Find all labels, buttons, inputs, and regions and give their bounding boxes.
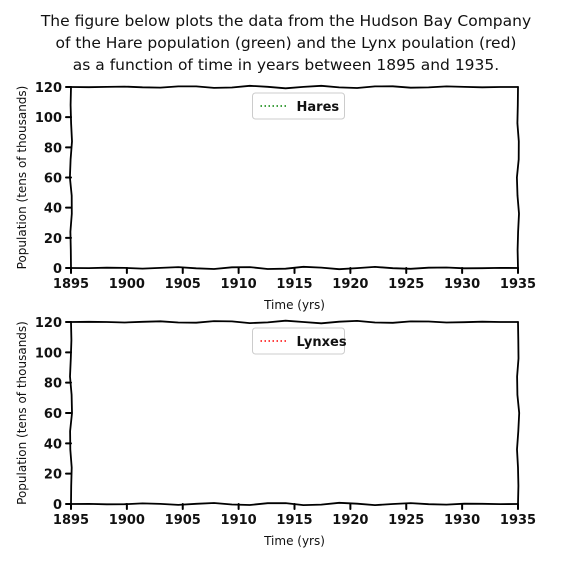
x-tick-label: 1930 [444,277,480,292]
x-tick-label: 1925 [388,513,424,528]
x-tick-label: 1905 [165,277,201,292]
x-tick-label: 1905 [165,513,201,528]
title-line-2: of the Hare population (green) and the L… [56,34,517,52]
legend: Hares [252,92,345,120]
y-tick-label: 100 [35,346,62,361]
y-tick-label: 80 [44,141,62,156]
title-line-3: as a function of time in years between 1… [73,56,499,74]
lynxes-chart: 1895 1900 1905 1910 1915 1920 1925 1930 1935 0 20 4… [15,316,536,548]
frame-right [516,321,521,505]
x-axis-label: Time (yrs) [263,534,325,548]
figure-title: The figure below plots the data from the… [40,12,531,74]
x-tick-label: 1935 [500,277,536,292]
legend-box [252,327,345,355]
x-tick-label: 1920 [332,277,368,292]
y-tick-label: 120 [35,81,62,96]
legend-label: Hares [297,100,340,115]
x-tick-label: 1920 [332,513,368,528]
y-tick-label: 120 [35,316,62,331]
y-tick-label: 60 [44,407,62,422]
y-tick-label: 20 [44,232,62,247]
x-tick-label: 1925 [388,277,424,292]
y-axis-label: Population (tens of thousands) [15,321,29,505]
title-line-1: The figure below plots the data from the… [40,12,531,30]
x-tick-label: 1895 [53,277,89,292]
frame-top [70,319,519,325]
y-tick-label: 0 [53,262,62,277]
y-tick-label: 20 [44,468,62,483]
x-tick-label: 1895 [53,513,89,528]
y-tick-label: 100 [35,111,62,126]
x-axis-label: Time (yrs) [263,298,325,312]
frame-top [70,84,519,90]
x-tick-label: 1930 [444,513,480,528]
x-tick-label: 1900 [109,513,145,528]
legend-box [252,92,345,120]
x-tick-label: 1910 [221,277,257,292]
legend-label: Lynxes [297,335,347,350]
x-tick-label: 1910 [221,513,257,528]
y-tick-label: 40 [44,202,62,217]
y-tick-label: 40 [44,437,62,452]
x-tick-label: 1915 [276,513,312,528]
frame-right [516,86,520,269]
x-tick-label: 1900 [109,277,145,292]
y-axis-label: Population (tens of thousands) [15,86,29,270]
y-tick-label: 80 [44,377,62,392]
x-tick-label: 1915 [276,277,312,292]
y-tick-label: 0 [53,498,62,513]
hares-chart: 1895 1900 1905 1910 1915 1920 1925 1930 1935 0 20 4… [15,81,536,312]
x-tick-label: 1935 [500,513,536,528]
legend: Lynxes [252,327,347,355]
y-tick-label: 60 [44,172,62,187]
